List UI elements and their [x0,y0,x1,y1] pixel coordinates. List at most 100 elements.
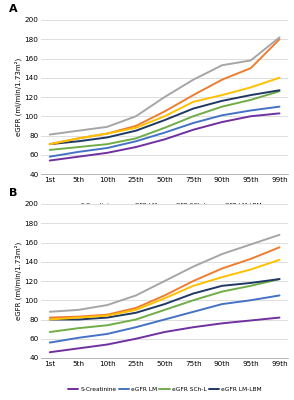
eGFR SCh-L [220,104,224,109]
S-Creatinine [249,114,253,119]
S-Creatinine [48,350,51,355]
eGFR SCh-L [106,323,109,328]
eGFR LM [134,139,138,144]
eGFR Leger [192,264,195,269]
eGFR SCh-L [48,330,51,334]
eGFR LM [48,340,51,345]
eGFR LM-LBM [163,118,166,122]
eGFR SCh-L [192,114,195,119]
eGFR LM-LBM [77,317,80,322]
eGFR Leger [48,132,51,137]
Line: eGFR FAS-QA: eGFR FAS-QA [50,78,280,144]
eGFR FAS-QH [249,66,253,70]
eGFR Leger [77,308,80,312]
eGFR LM [77,335,80,340]
eGFR SCh-L [278,277,281,282]
Line: S-Creatinine: S-Creatinine [50,113,280,160]
Y-axis label: eGFR (ml/min/1.73m²): eGFR (ml/min/1.73m²) [14,242,22,320]
eGFR LM [192,120,195,125]
eGFR Leger [106,303,109,308]
eGFR FAS-QA [249,85,253,90]
eGFR LM [134,325,138,330]
Line: eGFR FAS-QA: eGFR FAS-QA [50,260,280,320]
eGFR SCh-L [249,98,253,102]
eGFR FAS-QA [77,315,80,320]
eGFR LM-LBM [249,93,253,98]
S-Creatinine [106,342,109,347]
Line: eGFR SCh-L: eGFR SCh-L [50,279,280,332]
eGFR Leger [278,232,281,237]
S-Creatinine [106,150,109,155]
eGFR LM-LBM [249,280,253,285]
eGFR LM [163,317,166,322]
eGFR FAS-QA [220,275,224,280]
eGFR Leger [163,94,166,99]
Text: A: A [9,4,18,14]
eGFR FAS-QH [192,278,195,283]
eGFR FAS-QA [48,142,51,146]
eGFR SCh-L [48,148,51,152]
eGFR LM-LBM [192,291,195,296]
eGFR SCh-L [77,326,80,330]
eGFR LM [220,302,224,306]
eGFR FAS-QH [77,314,80,319]
eGFR FAS-QA [48,317,51,322]
eGFR FAS-QH [134,124,138,128]
eGFR FAS-QH [249,256,253,261]
eGFR SCh-L [106,142,109,146]
eGFR Leger [220,63,224,68]
eGFR Leger [106,124,109,129]
eGFR FAS-QH [278,245,281,250]
eGFR FAS-QH [163,293,166,298]
S-Creatinine [278,315,281,320]
eGFR SCh-L [163,308,166,312]
eGFR FAS-QA [163,296,166,301]
Line: S-Creatinine: S-Creatinine [50,318,280,352]
eGFR Leger [77,128,80,133]
eGFR LM-LBM [48,317,51,322]
eGFR FAS-QH [278,37,281,42]
eGFR SCh-L [163,126,166,130]
S-Creatinine [77,154,80,159]
Line: eGFR LM-LBM: eGFR LM-LBM [50,279,280,320]
eGFR LM [278,104,281,109]
eGFR Leger [249,242,253,247]
eGFR Leger [134,114,138,119]
eGFR FAS-QA [106,131,109,136]
eGFR FAS-QH [134,306,138,310]
eGFR Leger [220,252,224,256]
eGFR LM [249,298,253,303]
Line: eGFR Leger: eGFR Leger [50,235,280,312]
Line: eGFR FAS-QH: eGFR FAS-QH [50,247,280,318]
eGFR LM-LBM [106,315,109,320]
eGFR Leger [249,58,253,63]
eGFR SCh-L [134,317,138,322]
eGFR LM [77,150,80,154]
eGFR SCh-L [220,289,224,294]
S-Creatinine [249,318,253,323]
eGFR LM [48,154,51,159]
Line: eGFR LM-LBM: eGFR LM-LBM [50,90,280,144]
eGFR Leger [134,293,138,298]
eGFR LM-LBM [278,277,281,282]
eGFR FAS-QH [106,312,109,317]
eGFR LM [249,108,253,113]
eGFR Leger [48,310,51,314]
Line: eGFR SCh-L: eGFR SCh-L [50,91,280,150]
eGFR FAS-QH [48,142,51,146]
Text: B: B [9,188,17,198]
eGFR SCh-L [77,145,80,150]
eGFR FAS-QA [106,313,109,318]
eGFR LM [106,146,109,150]
eGFR FAS-QH [48,315,51,320]
eGFR LM [220,113,224,118]
S-Creatinine [134,336,138,341]
eGFR FAS-QA [278,258,281,262]
Legend: eGFR FAS-QH, eGFR FAS-QA, eGFR Leger: eGFR FAS-QH, eGFR FAS-QA, eGFR Leger [87,218,242,224]
eGFR LM-LBM [163,302,166,306]
eGFR FAS-QH [220,77,224,82]
eGFR FAS-QA [192,100,195,104]
eGFR FAS-QH [77,136,80,141]
eGFR SCh-L [134,136,138,141]
eGFR FAS-QA [77,136,80,141]
